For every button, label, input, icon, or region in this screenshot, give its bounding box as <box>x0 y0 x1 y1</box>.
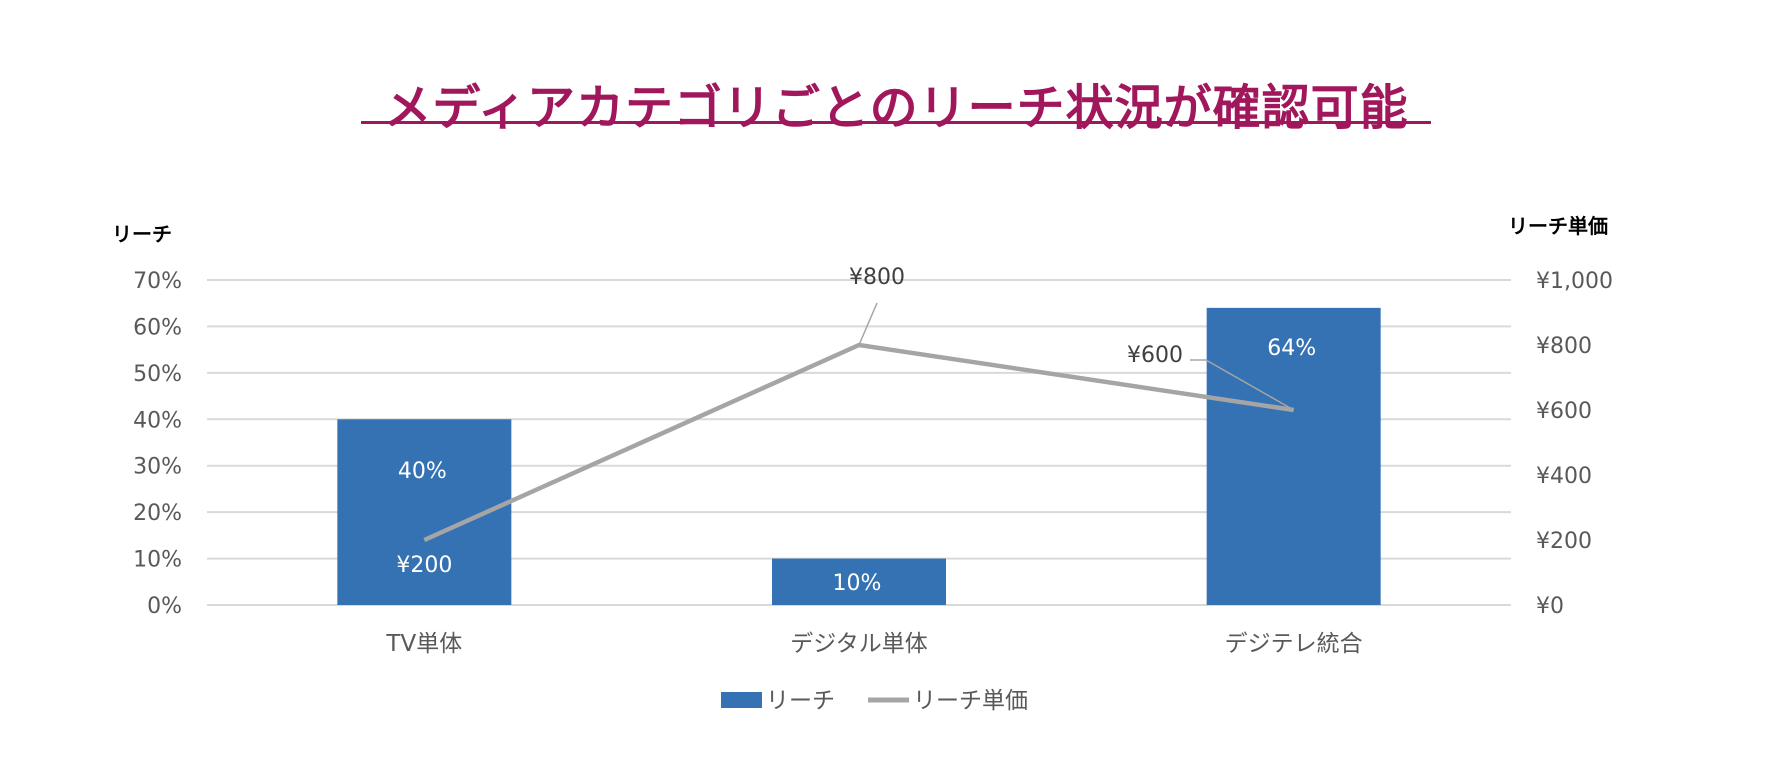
left-axis-tick-label: 40% <box>133 408 182 433</box>
title-underline <box>361 121 1431 124</box>
legend-label: リーチ <box>766 688 835 714</box>
bar-2 <box>1206 307 1381 605</box>
right-axis-tick-label: ¥400 <box>1536 464 1592 489</box>
right-axis-title: リーチ単価 <box>1508 214 1608 238</box>
category-label: TV単体 <box>385 631 462 657</box>
bar-data-label: 10% <box>833 571 882 596</box>
bar-1 <box>772 558 946 605</box>
right-axis-tick-label: ¥200 <box>1536 529 1592 554</box>
leader-line <box>1190 359 1295 411</box>
left-axis-tick-label: 70% <box>133 269 182 294</box>
bar-data-label: 40% <box>398 459 447 484</box>
left-axis-tick-label: 0% <box>147 594 182 619</box>
right-axis-tick-label: ¥800 <box>1536 334 1592 359</box>
bar-data-label: 64% <box>1267 336 1316 361</box>
legend-label: リーチ単価 <box>913 688 1028 714</box>
category-label: デジテレ統合 <box>1225 631 1363 657</box>
left-axis-tick-label: 50% <box>133 362 182 387</box>
left-axis-tick-label: 10% <box>133 548 182 573</box>
category-label: デジタル単体 <box>790 631 928 657</box>
leader-line <box>858 302 878 346</box>
line-series-reach-unit-price <box>423 342 1294 543</box>
legend-swatch-bar <box>721 692 762 708</box>
right-axis-tick-label: ¥600 <box>1536 399 1592 424</box>
line-data-label: ¥200 <box>396 553 452 578</box>
left-axis-tick-label: 20% <box>133 501 182 526</box>
chart-title: メディアカテゴリごとのリーチ状況が確認可能 <box>383 80 1409 136</box>
left-axis-tick-label: 30% <box>133 455 182 480</box>
right-axis-tick-label: ¥0 <box>1536 594 1564 619</box>
right-axis-tick-label: ¥1,000 <box>1536 269 1613 294</box>
left-axis-tick-label: 60% <box>133 315 182 340</box>
line-data-label: ¥600 <box>1127 343 1183 368</box>
line-data-label: ¥800 <box>849 265 905 290</box>
left-axis-title: リーチ <box>112 222 172 246</box>
